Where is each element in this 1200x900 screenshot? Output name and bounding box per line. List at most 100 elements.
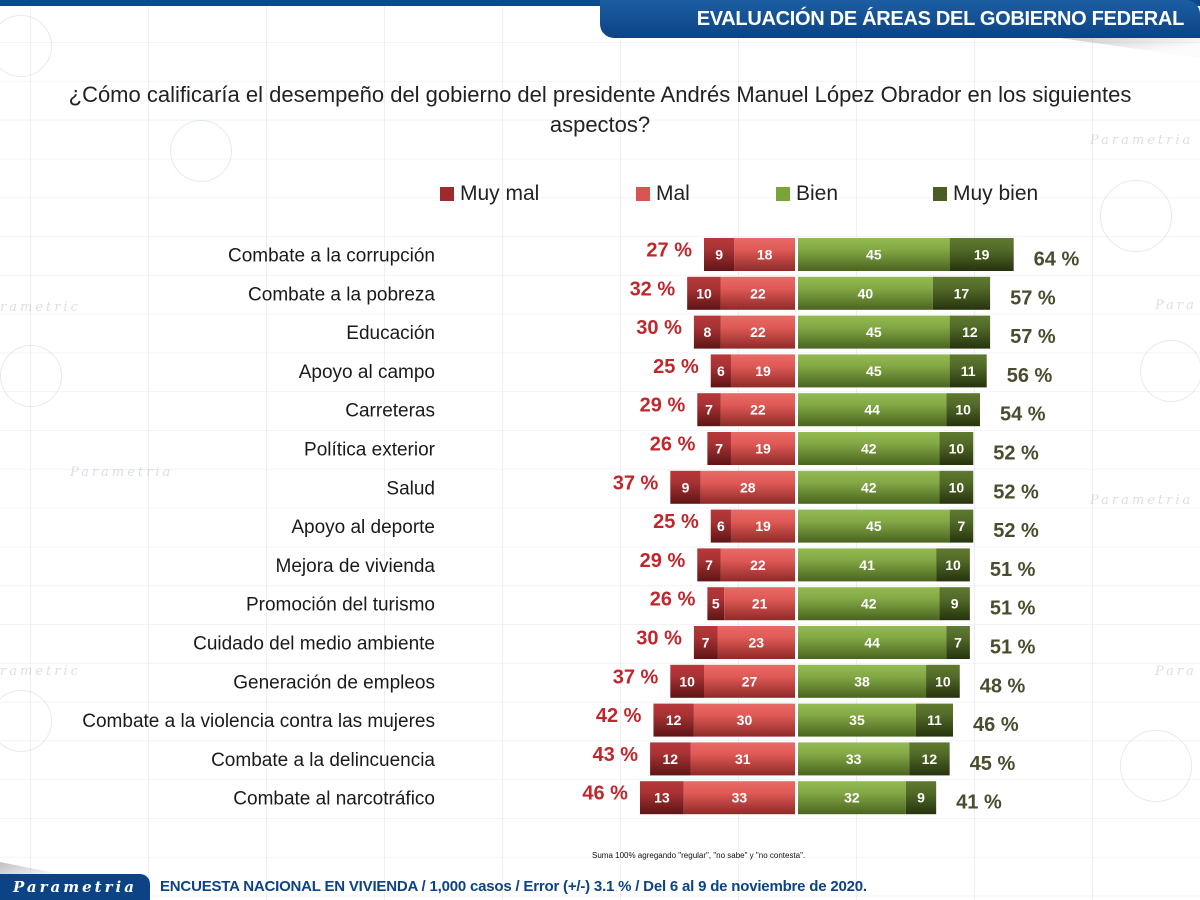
category-label: Apoyo al deporte <box>291 517 435 538</box>
positive-total-label: 52 % <box>993 443 1039 465</box>
category-label: Combate a la violencia contra las mujere… <box>82 711 435 732</box>
bar-value-label: 22 <box>750 324 766 340</box>
bar-segment-muy-mal <box>687 276 721 310</box>
bar-value-label: 12 <box>666 712 682 728</box>
positive-total-label: 57 % <box>1010 287 1056 309</box>
background-watermark: rametric <box>0 300 81 315</box>
category-label: Mejora de vivienda <box>276 556 436 577</box>
legend-item-muy-mal: Muy mal <box>440 182 539 206</box>
bar-segment-muy-bien <box>932 276 991 310</box>
bar-segment-muy-bien <box>936 548 970 582</box>
chart-row: Combate a la pobreza 10 22 40 17 32 % 57 % <box>248 276 1056 310</box>
chart-row: Promoción del turismo 5 21 42 9 26 % 51 % <box>246 587 1036 621</box>
bar-value-label: 45 <box>866 324 882 340</box>
bar-value-label: 45 <box>866 518 882 534</box>
background-decoration <box>170 120 232 182</box>
header-banner: EVALUACIÓN DE ÁREAS DEL GOBIERNO FEDERAL <box>600 0 1200 38</box>
negative-total-label: 32 % <box>630 278 676 300</box>
legend-label: Muy mal <box>460 182 540 205</box>
positive-total-label: 51 % <box>990 559 1036 581</box>
bar-value-label: 12 <box>962 324 978 340</box>
bar-value-label: 19 <box>755 363 771 379</box>
bar-value-label: 38 <box>854 673 870 689</box>
positive-total-label: 51 % <box>990 637 1036 659</box>
background-decoration <box>0 15 52 77</box>
bar-segment-mal <box>730 509 795 543</box>
bar-value-label: 19 <box>974 247 990 263</box>
bar-segment-muy-bien <box>905 781 937 815</box>
chart-row: Apoyo al deporte 6 19 45 7 25 % 52 % <box>291 509 1039 543</box>
bar-value-label: 21 <box>752 596 768 612</box>
bar-segment-muy-bien <box>939 432 974 465</box>
bar-value-label: 22 <box>750 402 766 418</box>
bar-value-label: 30 <box>737 712 753 728</box>
bar-segment-muy-mal <box>704 238 735 271</box>
positive-total-label: 46 % <box>973 714 1019 736</box>
survey-question: ¿Cómo calificaría el desempeño del gobie… <box>68 82 1132 137</box>
positive-total-label: 57 % <box>1010 326 1056 348</box>
background-decoration <box>0 345 62 407</box>
bar-value-label: 10 <box>935 673 951 689</box>
positive-total-label: 64 % <box>1034 249 1080 271</box>
chart-row: Política exterior 7 19 42 10 26 % 52 % <box>304 432 1039 465</box>
bar-value-label: 27 <box>742 673 758 689</box>
bar-value-label: 31 <box>735 751 751 767</box>
bar-value-label: 7 <box>705 402 713 418</box>
background-watermark: Para <box>1155 664 1197 679</box>
category-label: Política exterior <box>304 440 436 461</box>
chart-row: Combate a la delincuencia 12 31 33 12 43 % 45 … <box>211 742 1015 776</box>
bar-segment-muy-mal <box>639 781 684 815</box>
category-label: Generación de empleos <box>233 672 435 693</box>
survey-details: ENCUESTA NACIONAL EN VIVIENDA / 1,000 ca… <box>160 878 867 895</box>
bar-segment-muy-bien <box>949 509 974 543</box>
negative-total-label: 26 % <box>650 434 696 456</box>
bar-value-label: 42 <box>861 596 877 612</box>
chart-row: Mejora de vivienda 7 22 41 10 29 % 51 % <box>276 548 1036 582</box>
positive-total-label: 56 % <box>1007 365 1053 387</box>
bar-segment-bien <box>798 626 947 659</box>
bar-value-label: 7 <box>705 557 713 573</box>
bar-value-label: 45 <box>866 363 882 379</box>
bar-value-label: 9 <box>951 596 959 612</box>
category-label: Cuidado del medio ambiente <box>193 634 435 655</box>
category-label: Promoción del turismo <box>246 595 435 616</box>
legend-label: Bien <box>796 182 839 205</box>
negative-total-label: 43 % <box>592 744 638 766</box>
chart-row: Carreteras 7 22 44 10 29 % 54 % <box>345 393 1046 427</box>
bar-value-label: 10 <box>696 285 712 301</box>
bar-value-label: 17 <box>954 285 970 301</box>
bar-segment-bien <box>798 238 950 271</box>
bar-value-label: 19 <box>755 518 771 534</box>
bar-value-label: 6 <box>717 363 725 379</box>
bar-value-label: 13 <box>654 790 670 806</box>
chart-legend: Muy mal Mal Bien Muy bien <box>440 182 1140 212</box>
bar-segment-mal <box>690 742 795 776</box>
chart-row: Combate al narcotráfico 13 33 32 9 46 % 41 % <box>233 781 1002 815</box>
bar-value-label: 7 <box>715 441 723 457</box>
bar-value-label: 28 <box>740 479 756 495</box>
negative-total-label: 37 % <box>613 666 659 688</box>
bar-value-label: 7 <box>954 635 962 651</box>
positive-total-label: 51 % <box>990 598 1036 620</box>
bar-value-label: 10 <box>945 557 961 573</box>
chart-row: Combate a la violencia contra las mujere… <box>82 703 1019 737</box>
bar-segment-muy-bien <box>949 315 991 349</box>
bar-segment-bien <box>798 354 950 388</box>
negative-total-label: 25 % <box>653 511 699 533</box>
negative-total-label: 27 % <box>646 240 692 262</box>
bar-segment-mal <box>704 664 795 698</box>
chart-row: Apoyo al campo 6 19 45 11 25 % 56 % <box>299 354 1053 388</box>
legend-swatch-muy-bien <box>933 187 947 201</box>
bar-segment-mal <box>717 626 795 659</box>
negative-total-label: 26 % <box>650 589 696 611</box>
background-decoration <box>1120 730 1192 802</box>
positive-total-label: 41 % <box>956 792 1002 814</box>
negative-total-label: 29 % <box>640 395 686 417</box>
bar-value-label: 9 <box>682 479 690 495</box>
bar-value-label: 22 <box>750 285 766 301</box>
bar-segment-muy-bien <box>949 354 987 388</box>
brand-name: Parametria <box>13 878 137 896</box>
bar-value-label: 33 <box>846 751 862 767</box>
bar-value-label: 22 <box>750 557 766 573</box>
